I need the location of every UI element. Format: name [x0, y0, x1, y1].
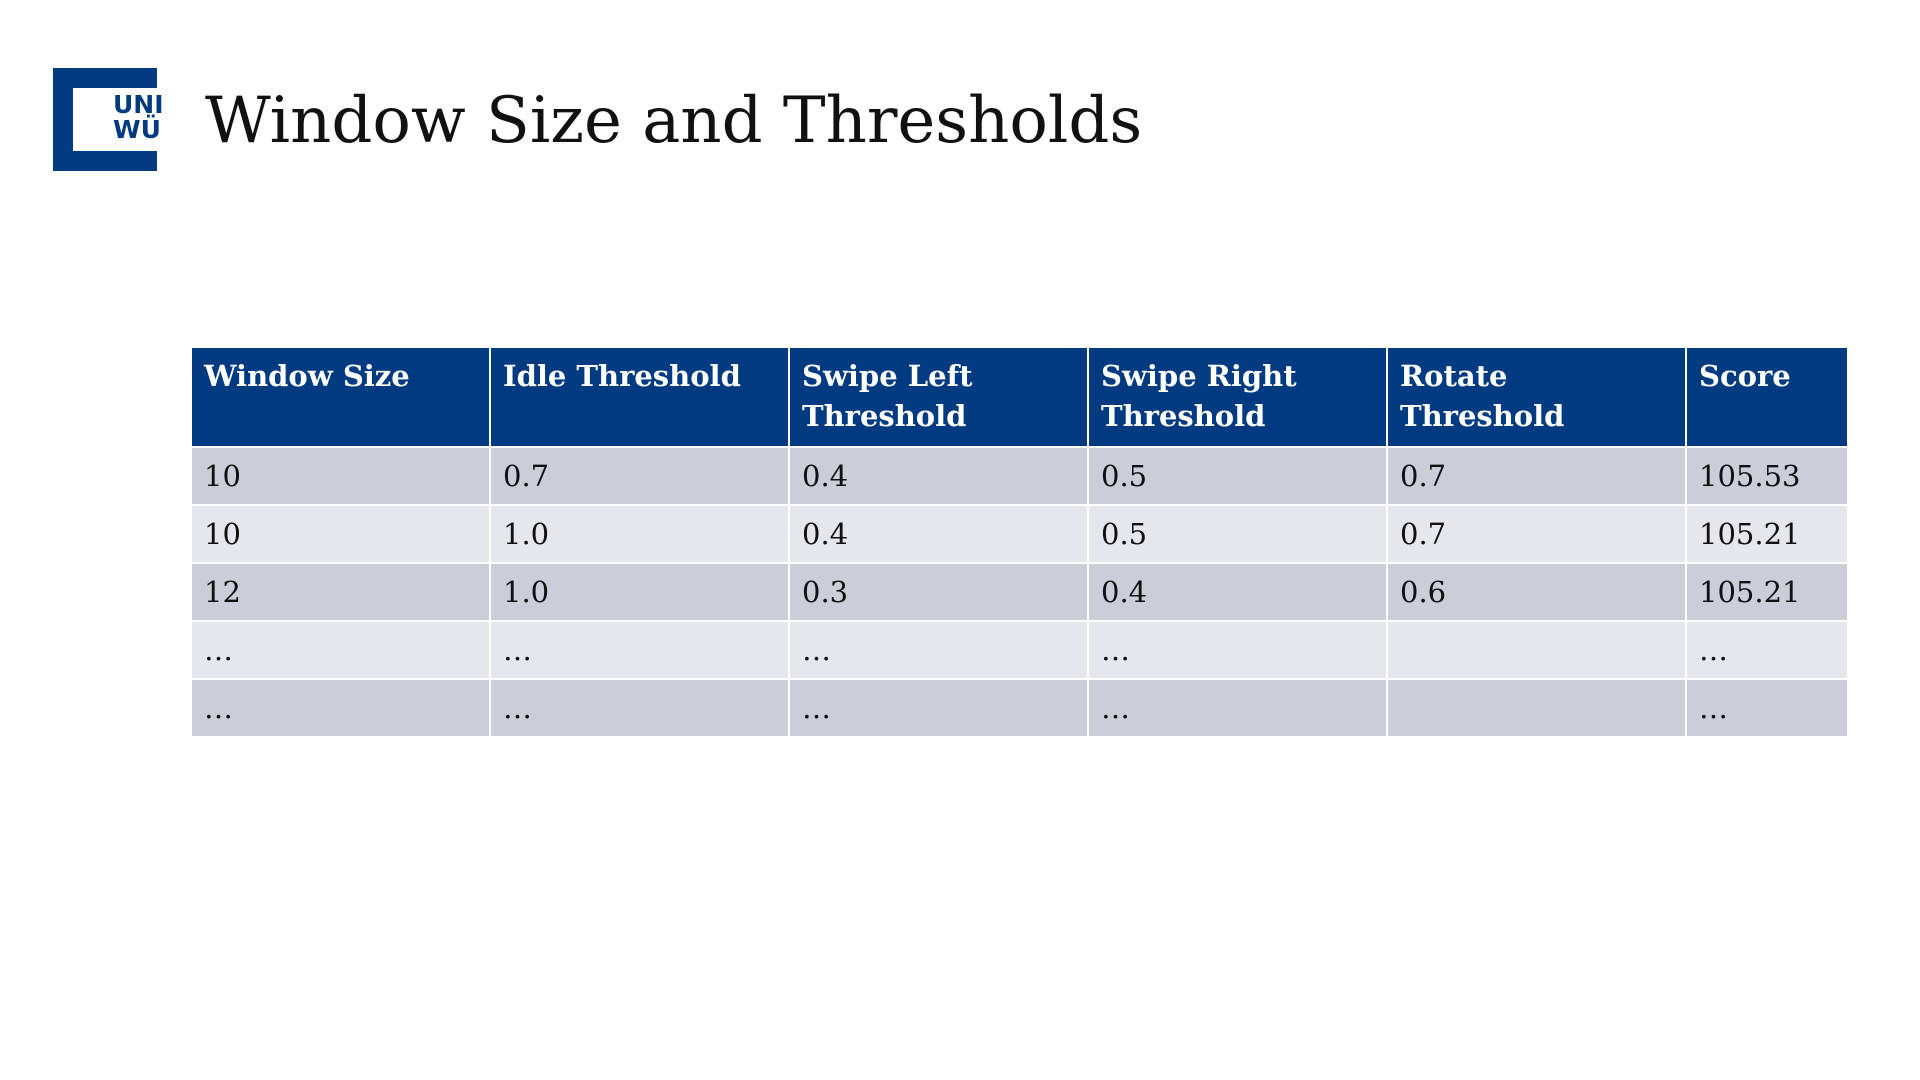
cell-swipe-right-threshold: 0.5	[1087, 504, 1388, 564]
cell-score: 105.21	[1685, 504, 1849, 564]
cell-swipe-right-threshold: 0.5	[1087, 446, 1388, 506]
cell-rotate-threshold: 0.7	[1386, 446, 1687, 506]
header-swipe-left-threshold: Swipe Left Threshold	[788, 346, 1089, 448]
cell-rotate-threshold: 0.7	[1386, 504, 1687, 564]
cell-window-size: …	[190, 620, 491, 680]
table-row: 10 1.0 0.4 0.5 0.7 105.21	[190, 504, 1849, 564]
cell-idle-threshold: 1.0	[489, 504, 790, 564]
logo-inner-panel: UNI WÜ	[73, 88, 164, 151]
cell-swipe-left-threshold: 0.4	[788, 504, 1089, 564]
logo-line-2: WÜ	[113, 115, 161, 144]
cell-idle-threshold: 0.7	[489, 446, 790, 506]
cell-swipe-left-threshold: …	[788, 620, 1089, 680]
cell-score: …	[1685, 620, 1849, 680]
cell-window-size: 10	[190, 446, 491, 506]
cell-swipe-left-threshold: 0.4	[788, 446, 1089, 506]
cell-swipe-left-threshold: 0.3	[788, 562, 1089, 622]
table-row: 12 1.0 0.3 0.4 0.6 105.21	[190, 562, 1849, 622]
logo-wordmark: UNI WÜ	[113, 90, 164, 144]
cell-window-size: 12	[190, 562, 491, 622]
header-rotate-threshold: Rotate Threshold	[1386, 346, 1687, 448]
table-row: … … … … …	[190, 620, 1849, 680]
cell-score: 105.21	[1685, 562, 1849, 622]
cell-swipe-right-threshold: 0.4	[1087, 562, 1388, 622]
cell-score: …	[1685, 678, 1849, 738]
cell-swipe-right-threshold: …	[1087, 678, 1388, 738]
cell-swipe-left-threshold: …	[788, 678, 1089, 738]
results-table: Window Size Idle Threshold Swipe Left Th…	[190, 346, 1849, 738]
cell-idle-threshold: 1.0	[489, 562, 790, 622]
table-body: 10 0.7 0.4 0.5 0.7 105.53 10 1.0 0.4 0.5…	[190, 446, 1849, 738]
header-row: Window Size Idle Threshold Swipe Left Th…	[190, 346, 1849, 448]
cell-swipe-right-threshold: …	[1087, 620, 1388, 680]
header-window-size: Window Size	[190, 346, 491, 448]
table-header: Window Size Idle Threshold Swipe Left Th…	[190, 346, 1849, 448]
cell-window-size: …	[190, 678, 491, 738]
university-logo: UNI WÜ	[53, 68, 164, 171]
slide-title: Window Size and Thresholds	[205, 84, 1143, 158]
table-row: 10 0.7 0.4 0.5 0.7 105.53	[190, 446, 1849, 506]
cell-idle-threshold: …	[489, 620, 790, 680]
cell-idle-threshold: …	[489, 678, 790, 738]
cell-rotate-threshold	[1386, 620, 1687, 680]
cell-rotate-threshold	[1386, 678, 1687, 738]
cell-window-size: 10	[190, 504, 491, 564]
table-row: … … … … …	[190, 678, 1849, 738]
header-swipe-right-threshold: Swipe Right Threshold	[1087, 346, 1388, 448]
header-score: Score	[1685, 346, 1849, 448]
header-idle-threshold: Idle Threshold	[489, 346, 790, 448]
cell-score: 105.53	[1685, 446, 1849, 506]
cell-rotate-threshold: 0.6	[1386, 562, 1687, 622]
logo-line-1: UNI	[113, 90, 164, 119]
